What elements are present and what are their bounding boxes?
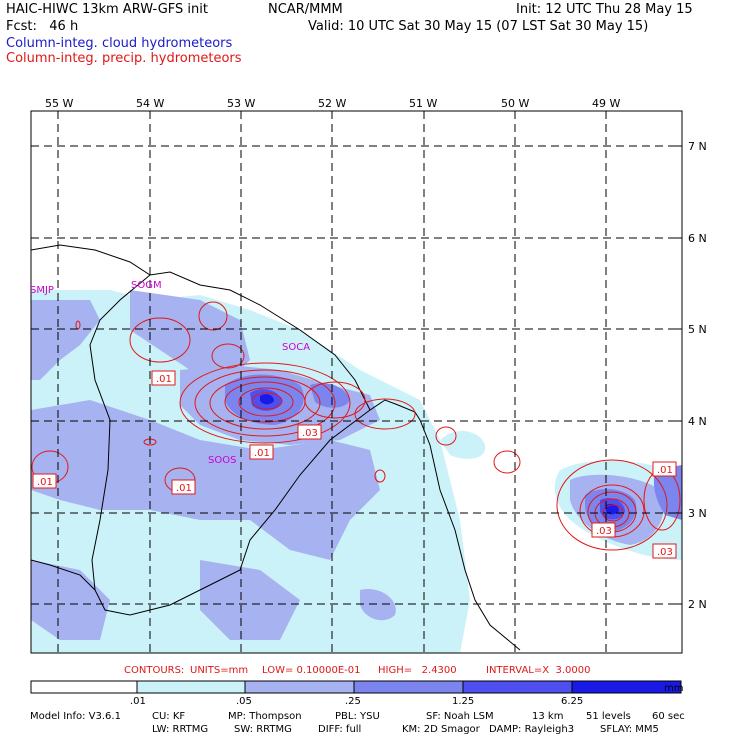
colorbar <box>30 680 682 694</box>
footer-item: SF: Noah LSM <box>426 711 494 722</box>
footer-item: LW: RRTMG <box>152 724 209 735</box>
model-title: HAIC-HIWC 13km ARW-GFS init <box>6 2 208 17</box>
precip-contour <box>198 301 228 331</box>
station-label: SOCA <box>282 342 310 353</box>
precip-contour <box>129 317 191 363</box>
footer-item: DIFF: full <box>318 724 362 735</box>
map-frame <box>30 110 683 654</box>
contour-info-units: UNITS=mm <box>190 665 249 676</box>
footer-item: CU: KF <box>152 711 186 722</box>
border-line <box>31 559 96 591</box>
station-label: SOGM <box>131 280 162 291</box>
precip-contour <box>251 392 283 410</box>
footer-item: Model Info: V3.6.1 <box>30 711 121 722</box>
station-label: SOOS <box>208 455 236 466</box>
lon-label: 52 W <box>318 97 347 110</box>
contour-info-low: LOW= 0.10000E-01 <box>262 665 361 676</box>
footer-item: SFLAY: MM5 <box>600 724 659 735</box>
footer-item: SW: RRTMG <box>234 724 292 735</box>
colorbar-tick: 1.25 <box>452 696 475 707</box>
field1-label: Column-integ. cloud hydrometeors <box>6 36 233 51</box>
contour-label: .03 <box>657 547 673 558</box>
lat-label: 3 N <box>688 507 707 520</box>
precip-contour <box>194 369 336 437</box>
shaded-field <box>31 111 682 653</box>
lon-label: 51 W <box>409 97 438 110</box>
shade-light <box>440 430 486 459</box>
lat-label: 6 N <box>688 232 707 245</box>
init-time: Init: 12 UTC Thu 28 May 15 <box>516 2 693 17</box>
field2-label: Column-integ. precip. hydrometeors <box>6 51 242 66</box>
footer-item: PBL: YSU <box>335 711 380 722</box>
shade-core <box>606 503 619 515</box>
lat-label: 7 N <box>688 140 707 153</box>
colorbar-unit: mm <box>664 683 684 694</box>
footer-item: 51 levels <box>586 711 631 722</box>
shade-medium <box>31 560 110 640</box>
precip-contour <box>211 343 245 369</box>
lat-label: 4 N <box>688 415 707 428</box>
precip-contour <box>493 450 521 474</box>
contour-label: .01 <box>254 448 270 459</box>
precip-contour <box>304 381 366 419</box>
contour-info-interval: INTERVAL=X 3.0000 <box>486 665 591 676</box>
footer-item: KM: 2D Smagor <box>402 724 480 735</box>
contour-label: .03 <box>302 428 318 439</box>
shade-medium <box>31 300 100 380</box>
valid-time: Valid: 10 UTC Sat 30 May 15 (07 LST Sat … <box>308 19 649 34</box>
precip-contour <box>374 469 386 483</box>
contour-label: .01 <box>657 465 673 476</box>
lon-label: 49 W <box>592 97 621 110</box>
footer-item: MP: Thompson <box>228 711 302 722</box>
contour-info-contours: CONTOURS: <box>124 665 185 676</box>
forecast-hour: Fcst: 46 h <box>6 19 79 34</box>
shade-core <box>260 394 274 405</box>
lon-label: 50 W <box>501 97 530 110</box>
colorbar-tick: .25 <box>345 696 361 707</box>
coastline <box>31 244 521 651</box>
colorbar-tick: .05 <box>236 696 252 707</box>
lon-label: 54 W <box>136 97 165 110</box>
contour-label: .03 <box>596 526 612 537</box>
lat-label: 5 N <box>688 323 707 336</box>
shade-medium <box>31 400 380 560</box>
footer-item: DAMP: Rayleigh3 <box>489 724 575 735</box>
org-label: NCAR/MMM <box>268 2 343 17</box>
precip-contour <box>435 426 457 446</box>
precip-contour <box>238 387 294 417</box>
station-label: SMJP <box>30 285 54 296</box>
lon-label: 55 W <box>45 97 74 110</box>
footer-item: 60 sec <box>652 711 685 722</box>
lon-label: 53 W <box>227 97 256 110</box>
shade-medium <box>360 589 396 621</box>
contour-info-high: HIGH= 2.4300 <box>378 665 457 676</box>
contour-label: .01 <box>176 483 192 494</box>
footer-item: 13 km <box>532 711 564 722</box>
border-line <box>89 274 371 616</box>
precip-contour <box>179 362 351 444</box>
shade-medium <box>130 290 250 380</box>
colorbar-tick: 6.25 <box>561 696 584 707</box>
colorbar-tick: .01 <box>130 696 146 707</box>
contour-label: .01 <box>37 477 53 488</box>
precip-contour <box>556 459 668 551</box>
precip-contour <box>354 398 416 430</box>
contour-label: .01 <box>156 374 172 385</box>
shade-medium <box>200 560 300 640</box>
lat-label: 2 N <box>688 598 707 611</box>
precip-contour <box>209 376 321 430</box>
